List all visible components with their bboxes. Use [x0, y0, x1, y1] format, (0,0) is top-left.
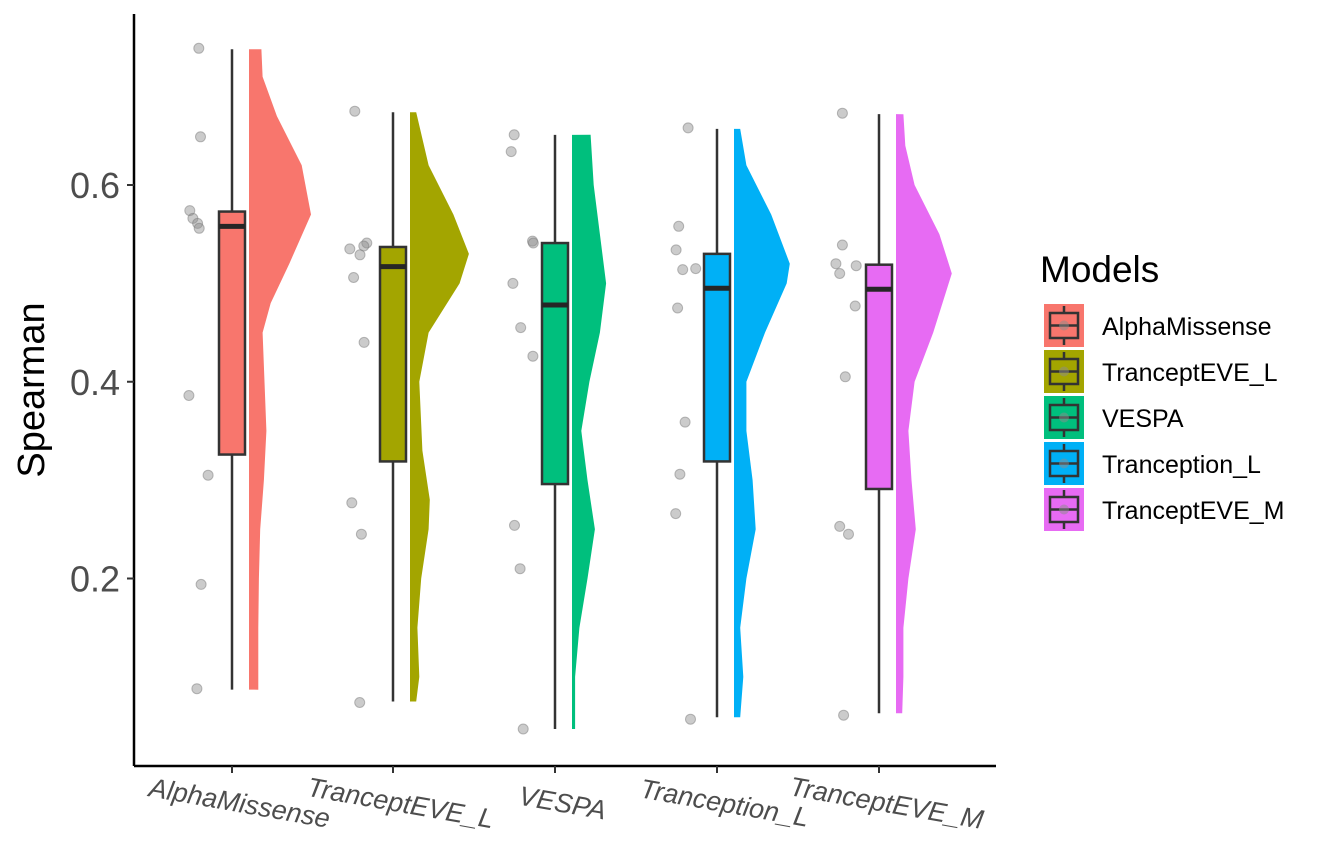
y-tick-label: 0.4: [70, 362, 120, 403]
y-tick-label: 0.6: [70, 165, 120, 206]
series-trancepteve-m: [830, 107, 952, 721]
legend-key-point: [1059, 458, 1069, 469]
legend-title: Models: [1040, 249, 1159, 290]
point-tranception-l: [670, 244, 682, 256]
legend-label: VESPA: [1102, 405, 1184, 433]
series-alphamissense: [183, 42, 311, 695]
point-trancepteve-l: [349, 105, 361, 117]
point-trancepteve-m: [850, 260, 862, 272]
point-trancepteve-m: [843, 528, 854, 540]
point-vespa: [509, 519, 520, 531]
point-alphamissense: [191, 683, 203, 695]
plot-area: [183, 42, 952, 735]
point-trancepteve-l: [361, 237, 373, 249]
box-trancepteve-m: [864, 263, 894, 491]
box-trancepteve-l: [378, 245, 408, 463]
x-tick-label: VESPA: [517, 781, 609, 826]
density-vespa: [572, 134, 607, 730]
x-tick-label: TranceptEVE_M: [787, 771, 986, 835]
legend: Models AlphaMissense TranceptEVE_L VESPA Tra…: [1040, 249, 1284, 531]
legend-key-point: [1059, 366, 1069, 377]
point-alphamissense: [195, 131, 206, 143]
point-trancepteve-m: [834, 268, 846, 279]
point-tranception-l: [672, 302, 684, 314]
point-tranception-l: [690, 263, 702, 275]
x-tick-label: AlphaMissense: [145, 772, 332, 834]
legend-item: TranceptEVE_M: [1044, 488, 1284, 531]
point-vespa: [514, 563, 526, 575]
point-alphamissense: [195, 578, 207, 590]
point-tranception-l: [685, 713, 696, 725]
point-trancepteve-m: [834, 520, 846, 532]
legend-label: AlphaMissense: [1102, 313, 1272, 341]
point-trancepteve-l: [354, 249, 366, 261]
density-trancepteve-m: [896, 114, 952, 714]
point-vespa: [517, 723, 529, 735]
point-trancepteve-l: [355, 528, 367, 540]
point-vespa: [527, 350, 539, 362]
point-trancepteve-m: [836, 239, 848, 251]
point-tranception-l: [679, 416, 691, 428]
point-tranception-l: [674, 468, 686, 480]
legend-key-point: [1059, 412, 1069, 423]
point-alphamissense: [183, 390, 195, 401]
x-tick-label: TranceptEVE_L: [305, 772, 496, 834]
point-tranception-l: [670, 508, 682, 520]
point-trancepteve-m: [830, 258, 842, 270]
legend-label: TranceptEVE_M: [1102, 497, 1284, 525]
point-vespa: [507, 277, 519, 289]
point-alphamissense: [193, 42, 205, 54]
legend-item: Tranception_L: [1044, 442, 1261, 485]
point-trancepteve-l: [346, 497, 358, 509]
point-vespa: [505, 146, 517, 158]
density-alphamissense: [249, 49, 311, 690]
legend-label: TranceptEVE_L: [1102, 359, 1278, 387]
legend-item: VESPA: [1044, 396, 1184, 439]
point-alphamissense: [193, 222, 205, 234]
point-trancepteve-l: [358, 336, 370, 348]
point-tranception-l: [677, 264, 689, 276]
point-trancepteve-m: [839, 371, 851, 383]
legend-key-point: [1059, 320, 1069, 331]
legend-item: AlphaMissense: [1044, 304, 1272, 347]
point-alphamissense: [202, 469, 214, 481]
point-trancepteve-m: [838, 709, 850, 721]
box-vespa: [540, 241, 570, 486]
legend-key-point: [1059, 504, 1069, 515]
point-trancepteve-l: [348, 272, 360, 283]
legend-item: TranceptEVE_L: [1044, 350, 1278, 393]
point-trancepteve-l: [354, 697, 366, 708]
point-tranception-l: [682, 122, 694, 134]
series-tranception-l: [670, 122, 790, 725]
point-vespa: [515, 322, 527, 334]
series-vespa: [505, 129, 607, 735]
legend-label: Tranception_L: [1102, 451, 1261, 479]
y-axis-label: Spearman: [11, 302, 53, 477]
box-alphamissense: [217, 210, 247, 456]
density-tranception-l: [734, 128, 790, 718]
point-trancepteve-m: [836, 107, 848, 119]
density-trancepteve-l: [410, 112, 469, 702]
point-vespa: [527, 237, 539, 249]
point-trancepteve-m: [849, 300, 861, 312]
x-tick-label: Tranception_L: [638, 774, 811, 833]
y-tick-label: 0.2: [70, 559, 120, 600]
box-tranception-l: [702, 252, 732, 463]
point-vespa: [508, 129, 520, 141]
point-trancepteve-l: [344, 243, 356, 255]
point-tranception-l: [673, 220, 685, 232]
series-trancepteve-l: [344, 105, 469, 708]
